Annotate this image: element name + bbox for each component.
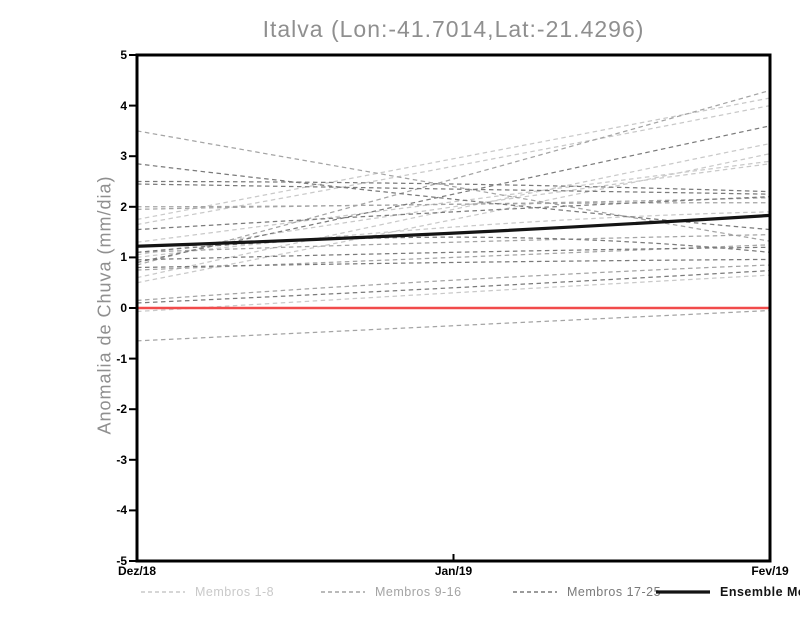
member-line-group-3	[136, 258, 771, 269]
member-line-group-1	[136, 160, 771, 243]
y-tick-label: -1	[116, 351, 127, 366]
member-line-group-3	[136, 246, 771, 261]
member-line-group-2	[136, 89, 771, 266]
y-tick-label: -3	[116, 452, 127, 467]
x-tick-label: Dez/18	[117, 564, 157, 578]
ensemble-mean-line	[136, 213, 771, 248]
x-tick-label: Jan/19	[434, 564, 473, 578]
member-line-group-3	[136, 236, 771, 253]
member-line-group-3	[136, 269, 771, 304]
y-tick-label: -5	[116, 554, 127, 568]
member-line-group-2	[136, 197, 771, 208]
dashed-line-sample-light	[141, 591, 185, 593]
dashed-line-sample-dark	[513, 591, 557, 593]
y-tick-label: 4	[120, 98, 127, 113]
legend-item-membros-9-16: Membros 9-16	[320, 584, 462, 600]
y-tick-label: -4	[116, 503, 127, 518]
legend-label: Membros 1-8	[195, 585, 275, 599]
chart-title: Italva (Lon:-41.7014,Lat:-21.4296)	[262, 16, 645, 42]
legend-label: Membros 17-25	[567, 585, 662, 599]
member-line-group-1	[136, 142, 771, 279]
y-tick-label: 1	[120, 250, 127, 265]
member-line-group-1	[136, 163, 771, 256]
member-line-group-1	[136, 104, 771, 226]
member-line-group-2	[136, 309, 771, 342]
member-line-group-3	[136, 183, 771, 195]
legend-label: Membros 9-16	[375, 585, 462, 599]
member-line-group-2	[136, 130, 771, 242]
solid-line-sample-mean	[656, 590, 710, 594]
member-line-group-2	[136, 202, 771, 210]
member-line-group-2	[136, 234, 771, 253]
legend: Membros 1-8 Membros 9-16 Membros 17-25 E…	[0, 584, 800, 604]
legend-item-membros-17-25: Membros 17-25	[512, 584, 661, 600]
y-tick-label: 0	[120, 301, 127, 315]
member-line-group-3	[136, 180, 771, 193]
y-tick-label: 3	[120, 149, 127, 164]
member-line-group-3	[136, 196, 771, 231]
y-tick-label: 2	[120, 199, 127, 214]
member-line-group-2	[136, 264, 771, 302]
dashed-line-sample-medium	[321, 591, 365, 593]
legend-item-ensemble-mean: Ensemble Mean	[655, 584, 800, 600]
member-line-group-1	[136, 211, 771, 259]
legend-item-membros-1-8: Membros 1-8	[140, 584, 274, 600]
x-tick-label: Fev/19	[751, 564, 789, 578]
member-line-group-1	[136, 274, 771, 313]
legend-label: Ensemble Mean	[720, 585, 800, 599]
y-tick-label: 5	[120, 48, 127, 62]
member-line-group-1	[136, 153, 771, 284]
y-tick-label: -2	[116, 402, 127, 417]
